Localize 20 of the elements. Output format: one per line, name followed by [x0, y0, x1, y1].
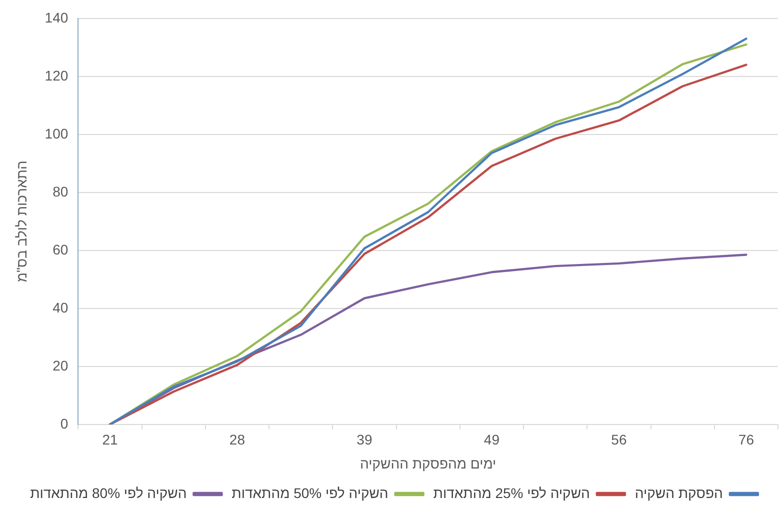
x-tick-label: 21 — [102, 432, 118, 448]
x-axis-title: ימים מהפסקת ההשקיה — [360, 455, 496, 472]
x-tick-label: 28 — [229, 432, 246, 448]
y-tick-label: 0 — [60, 415, 68, 432]
x-tick-label: 56 — [611, 432, 627, 448]
legend-label: השקיה לפי 25% מהתאדות — [433, 484, 590, 501]
legend-label: השקיה לפי 80% מהתאדות — [30, 484, 187, 501]
legend-label: הפסקת השקיה — [634, 484, 723, 501]
legend-label: השקיה לפי 50% מהתאדות — [232, 484, 388, 501]
y-axis-title: התארכות לולב בס"מ — [13, 160, 30, 282]
x-tick-label: 39 — [356, 432, 372, 448]
y-tick-label: 60 — [52, 241, 68, 258]
y-tick-label: 80 — [52, 183, 68, 200]
y-tick-label: 120 — [44, 67, 68, 84]
y-tick-label: 40 — [52, 299, 68, 316]
x-tick-label: 76 — [738, 432, 754, 448]
x-tick-label: 49 — [484, 432, 500, 448]
y-tick-label: 140 — [44, 9, 68, 26]
y-tick-label: 100 — [44, 125, 68, 142]
y-tick-label: 20 — [52, 357, 68, 374]
